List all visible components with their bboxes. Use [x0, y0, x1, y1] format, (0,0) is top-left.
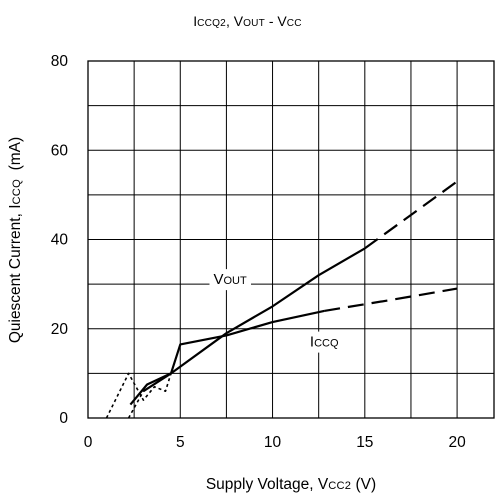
y-tick-label: 80 — [51, 53, 69, 70]
y-tick-label: 40 — [51, 232, 69, 249]
series-lines — [105, 180, 458, 419]
series-line-vout-dashed — [364, 180, 458, 250]
axes — [87, 60, 495, 419]
series-line-iccq-solid — [129, 309, 325, 406]
plot-frame — [87, 60, 495, 419]
series-label-text: ICCQ — [310, 334, 339, 351]
y-tick-label: 0 — [59, 410, 68, 427]
y-tick-label: 60 — [51, 142, 69, 159]
series-label: VOUT — [209, 269, 251, 291]
series-label-text: VOUT — [213, 271, 247, 288]
y-tick-label: 20 — [51, 321, 69, 338]
x-tick-label: 0 — [84, 434, 93, 451]
y-axis-label: Quiescent Current, ICCQ (mA) — [7, 136, 24, 344]
x-tick-label: 5 — [176, 434, 185, 451]
grid — [88, 60, 494, 419]
series-line-vout-dotted — [127, 390, 145, 419]
series-label-bg — [209, 269, 251, 291]
series-label: ICCQ — [305, 331, 343, 353]
series-line-iccq-dashed — [324, 287, 458, 312]
x-tick-label: 20 — [448, 434, 466, 451]
series-label-bg — [305, 331, 343, 353]
x-tick-label: 10 — [264, 434, 282, 451]
x-tick-label: 15 — [356, 434, 373, 451]
x-axis-label: Supply Voltage, VCC2 (V) — [205, 476, 377, 493]
series-line-vout-solid — [142, 247, 366, 393]
series-annotations: VOUT ICCQ — [209, 269, 343, 353]
tick-labels: 0 5 10 15 20 0 20 40 60 80 — [51, 53, 466, 451]
chart-title: ICCQ2, VOUT - VCC — [193, 13, 302, 29]
